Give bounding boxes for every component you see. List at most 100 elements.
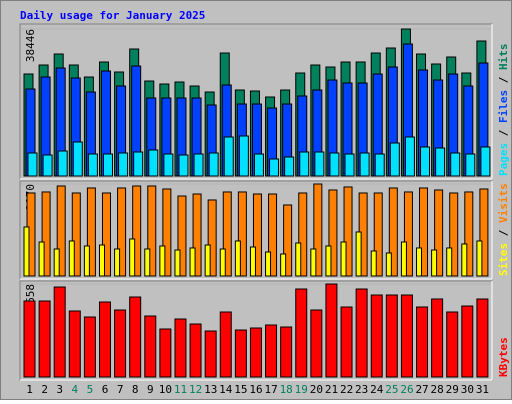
bar [222,191,232,277]
x-tick-label: 14 [219,383,233,396]
bar [329,152,340,177]
bar [280,326,293,378]
bar [189,323,202,378]
legend-separator: / [497,70,510,90]
bar [313,183,323,277]
bar [310,248,317,277]
x-tick-label: 26 [400,383,413,396]
x-tick-label: 15 [234,383,247,396]
bar [249,246,256,277]
bar [42,154,53,177]
bar [132,185,142,277]
bar [476,240,483,277]
bar [41,191,51,277]
bar [404,136,415,177]
bar [328,189,338,277]
bar [461,243,468,277]
bar [476,298,489,378]
x-tick-label: 17 [264,383,277,396]
bar [355,288,368,378]
x-tick-label: 27 [415,383,428,396]
bar [87,153,98,177]
bar [129,238,136,277]
bar [253,153,264,177]
legend-entry: Hits [497,44,510,71]
bar [431,249,438,277]
legend-entry: Pages [497,143,510,176]
bar [325,245,332,277]
bar [249,327,262,378]
bar [280,253,287,277]
x-tick-label: 24 [370,383,384,396]
bar [27,152,38,177]
bar [68,240,75,277]
bar [118,152,129,177]
x-tick-label: 23 [355,383,368,396]
bar [148,149,159,177]
bar [56,185,66,277]
bar [147,185,157,277]
y-tick-label: 38446 [24,29,37,62]
bar [268,193,278,277]
bar [295,288,308,378]
chart-title: Daily usage for January 2025 [20,9,205,22]
bar [174,318,187,378]
bar [163,153,174,177]
bar [480,146,491,177]
bar [420,146,431,177]
legend: Pages / Files / Hits [497,44,510,177]
x-tick-label: 11 [174,383,187,396]
x-tick-label: 7 [117,383,124,396]
bar [193,153,204,177]
bar [144,248,151,277]
bar [98,301,111,378]
x-tick-label: 21 [325,383,338,396]
bar [86,187,96,277]
bar [219,311,232,378]
bar [340,306,353,378]
bar [344,153,355,177]
x-tick-label: 31 [476,383,489,396]
bar [162,188,172,277]
bar [252,193,262,277]
bar [461,305,474,378]
bar [359,152,370,177]
legend-entry: Visits [497,183,510,223]
bar [400,241,407,277]
bar [269,158,280,177]
bar [219,248,226,277]
x-tick-label: 18 [280,383,293,396]
bar [416,247,423,277]
legend-separator: / [497,123,510,143]
bar [53,286,66,378]
x-tick-label: 30 [461,383,474,396]
bar [389,142,400,177]
bar [144,315,157,378]
bar [57,150,68,177]
x-tick-label: 10 [159,383,172,396]
bar [340,241,347,277]
legend-entry: KBytes [497,337,510,377]
legend-entry: Files [497,90,510,123]
bar [71,192,81,277]
bar [102,153,113,177]
bar [192,193,202,277]
bar [295,242,302,277]
bar [385,252,392,277]
x-tick-label: 4 [72,383,79,396]
bar [234,240,241,277]
bar [388,187,398,277]
bar [38,300,51,378]
bar [72,141,83,177]
bar [133,151,144,177]
bar [284,156,295,177]
legend-entry: Sites [497,243,510,276]
bar [159,245,166,277]
x-tick-label: 16 [249,383,262,396]
bar [265,324,278,378]
bar [101,192,111,277]
bar [129,296,142,378]
bar [446,311,459,378]
x-tick-label: 1 [26,383,33,396]
